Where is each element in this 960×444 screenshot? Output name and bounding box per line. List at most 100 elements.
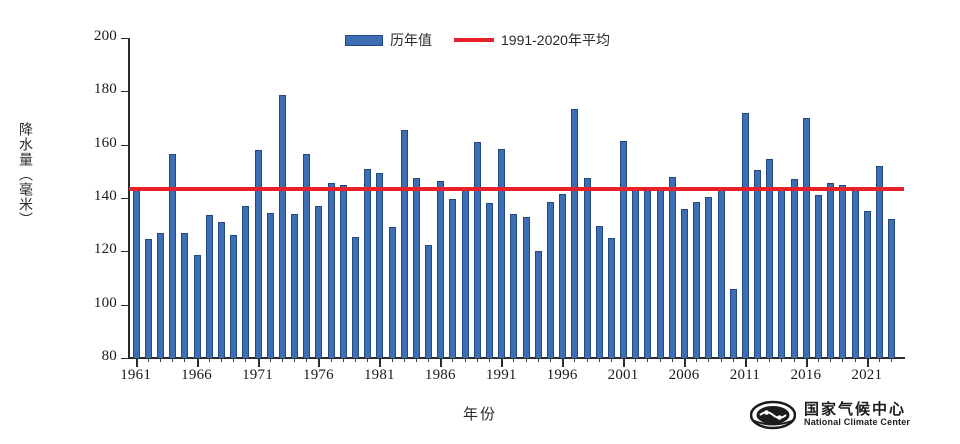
x-minor-tick xyxy=(598,358,600,362)
bar-2002 xyxy=(632,188,640,358)
bar-2009 xyxy=(717,188,725,358)
bar-2011 xyxy=(741,112,749,358)
x-tick-mark xyxy=(805,359,808,367)
y-tick-mark xyxy=(121,38,129,39)
x-tick-mark xyxy=(379,359,382,367)
logo-text-en: National Climate Center xyxy=(804,417,911,428)
x-minor-tick xyxy=(818,358,820,362)
legend-label-mean: 1991-2020年平均 xyxy=(501,32,610,48)
bar-2018 xyxy=(827,183,835,358)
bar-1962 xyxy=(144,239,152,358)
x-tick-mark xyxy=(684,359,686,367)
x-minor-tick xyxy=(757,358,759,362)
bar-1977 xyxy=(327,183,335,358)
bar-1970 xyxy=(242,206,250,358)
bar-1976 xyxy=(315,206,323,358)
bar-series-plot xyxy=(129,38,904,358)
y-tick-label: 100 xyxy=(93,294,117,311)
y-tick-mark xyxy=(121,198,129,199)
x-minor-tick xyxy=(147,358,149,362)
x-axis-title: 年份 xyxy=(462,406,497,423)
x-minor-tick xyxy=(281,358,283,362)
bar-2015 xyxy=(790,179,798,358)
bar-1983 xyxy=(400,130,408,358)
legend-line-swatch-icon xyxy=(454,38,494,42)
bar-2006 xyxy=(681,208,688,358)
bar-1963 xyxy=(157,232,165,358)
y-tick-label: 180 xyxy=(93,81,117,98)
x-tick-mark xyxy=(744,359,747,367)
bar-1979 xyxy=(351,236,359,358)
x-minor-tick xyxy=(489,358,491,362)
bar-2016 xyxy=(802,118,810,358)
x-minor-tick xyxy=(635,358,637,362)
x-minor-tick xyxy=(391,358,393,362)
x-minor-tick xyxy=(720,358,722,362)
x-minor-tick xyxy=(464,358,466,362)
x-minor-tick xyxy=(525,358,527,362)
bar-2020 xyxy=(851,190,859,358)
x-minor-tick xyxy=(415,358,417,362)
x-minor-tick xyxy=(172,358,174,362)
y-tick-label: 200 xyxy=(93,28,117,44)
organization-logo: 国家气候中心 National Climate Center xyxy=(750,400,910,430)
x-minor-tick xyxy=(452,358,454,362)
bar-1973 xyxy=(278,95,286,358)
bar-1972 xyxy=(266,212,274,358)
y-tick-label: 80 xyxy=(101,348,117,364)
bar-1999 xyxy=(595,226,603,358)
x-minor-tick xyxy=(330,358,332,362)
bar-1989 xyxy=(473,142,481,358)
x-tick-label: 2011 xyxy=(729,367,761,383)
bar-1966 xyxy=(193,255,201,358)
y-tick-mark xyxy=(121,251,129,253)
bar-2017 xyxy=(815,195,823,358)
x-tick-mark xyxy=(501,359,504,367)
x-tick-label: 1971 xyxy=(242,367,273,383)
bar-2005 xyxy=(668,176,676,358)
x-minor-tick xyxy=(403,358,405,362)
x-minor-tick xyxy=(294,358,296,362)
x-minor-tick xyxy=(586,358,588,362)
legend-bar-swatch-icon xyxy=(345,34,383,46)
bar-2008 xyxy=(705,196,713,358)
bar-1993 xyxy=(522,216,530,358)
bar-1982 xyxy=(388,227,396,358)
x-minor-tick xyxy=(245,358,247,362)
bar-1981 xyxy=(376,172,384,358)
x-minor-tick xyxy=(574,358,576,362)
y-tick-mark xyxy=(121,91,129,93)
x-axis-line xyxy=(128,357,905,359)
bar-1990 xyxy=(486,203,494,358)
x-minor-tick xyxy=(732,358,734,362)
bar-1992 xyxy=(510,214,518,358)
x-minor-tick xyxy=(671,358,673,362)
x-tick-label: 1981 xyxy=(363,367,395,383)
bar-1991 xyxy=(498,148,506,358)
legend-item-mean: 1991-2020年平均 xyxy=(454,30,610,50)
x-minor-tick xyxy=(233,358,235,362)
x-minor-tick xyxy=(842,358,844,362)
bar-2023 xyxy=(888,219,896,358)
x-minor-tick xyxy=(537,358,539,362)
bar-1971 xyxy=(254,150,262,358)
x-minor-tick xyxy=(830,358,832,362)
bar-1980 xyxy=(364,168,372,358)
x-minor-tick xyxy=(708,358,710,362)
x-minor-tick xyxy=(367,358,369,362)
logo-text-cn: 国家气候中心 xyxy=(804,401,907,419)
bar-2001 xyxy=(620,140,628,358)
legend-item-annual: 历年值 xyxy=(345,30,432,50)
x-tick-mark xyxy=(135,359,138,367)
bar-1985 xyxy=(425,244,433,358)
bar-1978 xyxy=(339,184,347,358)
bar-1974 xyxy=(291,214,299,358)
x-minor-tick xyxy=(306,358,308,362)
x-tick-mark xyxy=(318,359,321,367)
national-climate-center-emblem-icon xyxy=(750,400,796,430)
x-tick-label: 1961 xyxy=(120,367,152,383)
bar-2014 xyxy=(778,187,786,358)
x-tick-label: 1976 xyxy=(303,367,334,383)
y-tick-label: 120 xyxy=(93,241,117,258)
x-minor-tick xyxy=(208,358,210,362)
